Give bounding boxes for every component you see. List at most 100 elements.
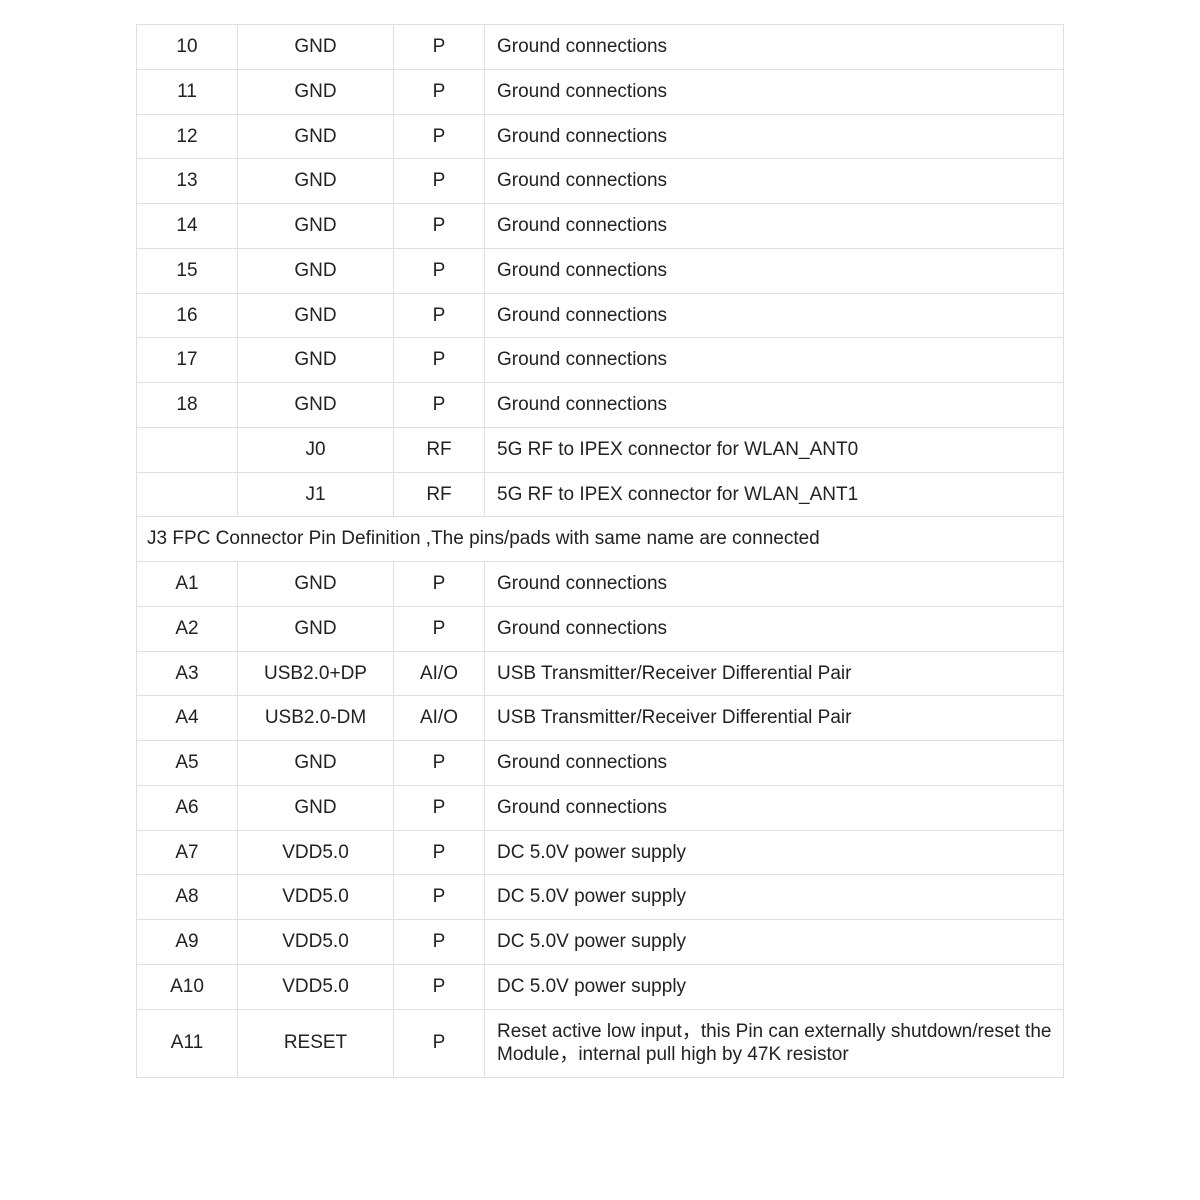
cell-type: RF <box>394 472 485 517</box>
cell-pin: 17 <box>137 338 238 383</box>
cell-pin: 11 <box>137 69 238 114</box>
table-row: 18GNDPGround connections <box>137 383 1064 428</box>
cell-pin: 12 <box>137 114 238 159</box>
cell-name: USB2.0+DP <box>238 651 394 696</box>
cell-type: RF <box>394 427 485 472</box>
table-row: 17GNDPGround connections <box>137 338 1064 383</box>
table-row: 16GNDPGround connections <box>137 293 1064 338</box>
table-row: A10VDD5.0PDC 5.0V power supply <box>137 964 1064 1009</box>
table-row: A9VDD5.0PDC 5.0V power supply <box>137 920 1064 965</box>
table-row: 15GNDPGround connections <box>137 248 1064 293</box>
table-row: A3USB2.0+DPAI/OUSB Transmitter/Receiver … <box>137 651 1064 696</box>
cell-name: GND <box>238 248 394 293</box>
cell-name: VDD5.0 <box>238 830 394 875</box>
cell-desc: Ground connections <box>485 159 1064 204</box>
cell-type: P <box>394 741 485 786</box>
table-row: J0RF5G RF to IPEX connector for WLAN_ANT… <box>137 427 1064 472</box>
cell-desc: Ground connections <box>485 248 1064 293</box>
cell-desc: Ground connections <box>485 785 1064 830</box>
cell-pin: A5 <box>137 741 238 786</box>
cell-desc: USB Transmitter/Receiver Differential Pa… <box>485 651 1064 696</box>
cell-desc: 5G RF to IPEX connector for WLAN_ANT1 <box>485 472 1064 517</box>
cell-pin <box>137 427 238 472</box>
table-row: 13GNDPGround connections <box>137 159 1064 204</box>
cell-desc: Ground connections <box>485 606 1064 651</box>
table-row: A2GNDPGround connections <box>137 606 1064 651</box>
cell-pin: A10 <box>137 964 238 1009</box>
cell-pin: 18 <box>137 383 238 428</box>
cell-pin <box>137 472 238 517</box>
cell-name: GND <box>238 293 394 338</box>
cell-name: GND <box>238 562 394 607</box>
section-heading-cell: J3 FPC Connector Pin Definition ,The pin… <box>137 517 1064 562</box>
cell-name: GND <box>238 114 394 159</box>
cell-desc: DC 5.0V power supply <box>485 920 1064 965</box>
cell-name: VDD5.0 <box>238 964 394 1009</box>
cell-pin: A8 <box>137 875 238 920</box>
cell-pin: A9 <box>137 920 238 965</box>
cell-desc: Ground connections <box>485 293 1064 338</box>
cell-desc: Ground connections <box>485 204 1064 249</box>
cell-desc: Reset active low input，this Pin can exte… <box>485 1009 1064 1078</box>
cell-type: P <box>394 293 485 338</box>
cell-type: P <box>394 1009 485 1078</box>
table-row: A11RESETPReset active low input，this Pin… <box>137 1009 1064 1078</box>
table-row: A1GNDPGround connections <box>137 562 1064 607</box>
cell-type: P <box>394 785 485 830</box>
table-row: 12GNDPGround connections <box>137 114 1064 159</box>
cell-name: GND <box>238 785 394 830</box>
cell-name: J1 <box>238 472 394 517</box>
table-row: A7VDD5.0PDC 5.0V power supply <box>137 830 1064 875</box>
cell-desc: Ground connections <box>485 383 1064 428</box>
cell-name: GND <box>238 741 394 786</box>
cell-type: P <box>394 248 485 293</box>
cell-type: P <box>394 964 485 1009</box>
table-row: 11GNDPGround connections <box>137 69 1064 114</box>
table-row: A8VDD5.0PDC 5.0V power supply <box>137 875 1064 920</box>
cell-type: P <box>394 25 485 70</box>
cell-type: P <box>394 830 485 875</box>
cell-type: P <box>394 562 485 607</box>
cell-pin: A4 <box>137 696 238 741</box>
table-row: A5GNDPGround connections <box>137 741 1064 786</box>
cell-pin: A7 <box>137 830 238 875</box>
cell-name: VDD5.0 <box>238 875 394 920</box>
cell-type: P <box>394 204 485 249</box>
cell-desc: Ground connections <box>485 338 1064 383</box>
cell-desc: Ground connections <box>485 562 1064 607</box>
pin-definition-table: 10GNDPGround connections11GNDPGround con… <box>136 24 1064 1078</box>
cell-desc: Ground connections <box>485 114 1064 159</box>
cell-name: USB2.0-DM <box>238 696 394 741</box>
cell-desc: Ground connections <box>485 69 1064 114</box>
cell-pin: 16 <box>137 293 238 338</box>
cell-pin: A11 <box>137 1009 238 1078</box>
cell-pin: 15 <box>137 248 238 293</box>
cell-pin: A6 <box>137 785 238 830</box>
cell-type: P <box>394 920 485 965</box>
cell-name: GND <box>238 338 394 383</box>
cell-name: J0 <box>238 427 394 472</box>
cell-desc: Ground connections <box>485 741 1064 786</box>
cell-name: GND <box>238 606 394 651</box>
table-row: 14GNDPGround connections <box>137 204 1064 249</box>
cell-pin: 13 <box>137 159 238 204</box>
cell-desc: DC 5.0V power supply <box>485 830 1064 875</box>
cell-pin: A2 <box>137 606 238 651</box>
cell-type: AI/O <box>394 696 485 741</box>
cell-name: GND <box>238 383 394 428</box>
table-row: A4USB2.0-DMAI/OUSB Transmitter/Receiver … <box>137 696 1064 741</box>
cell-desc: 5G RF to IPEX connector for WLAN_ANT0 <box>485 427 1064 472</box>
table-row: 10GNDPGround connections <box>137 25 1064 70</box>
cell-pin: 14 <box>137 204 238 249</box>
cell-type: P <box>394 69 485 114</box>
cell-type: AI/O <box>394 651 485 696</box>
cell-name: RESET <box>238 1009 394 1078</box>
cell-pin: A1 <box>137 562 238 607</box>
cell-type: P <box>394 875 485 920</box>
cell-name: GND <box>238 159 394 204</box>
cell-name: GND <box>238 69 394 114</box>
cell-type: P <box>394 159 485 204</box>
cell-name: GND <box>238 25 394 70</box>
cell-name: GND <box>238 204 394 249</box>
cell-desc: DC 5.0V power supply <box>485 964 1064 1009</box>
